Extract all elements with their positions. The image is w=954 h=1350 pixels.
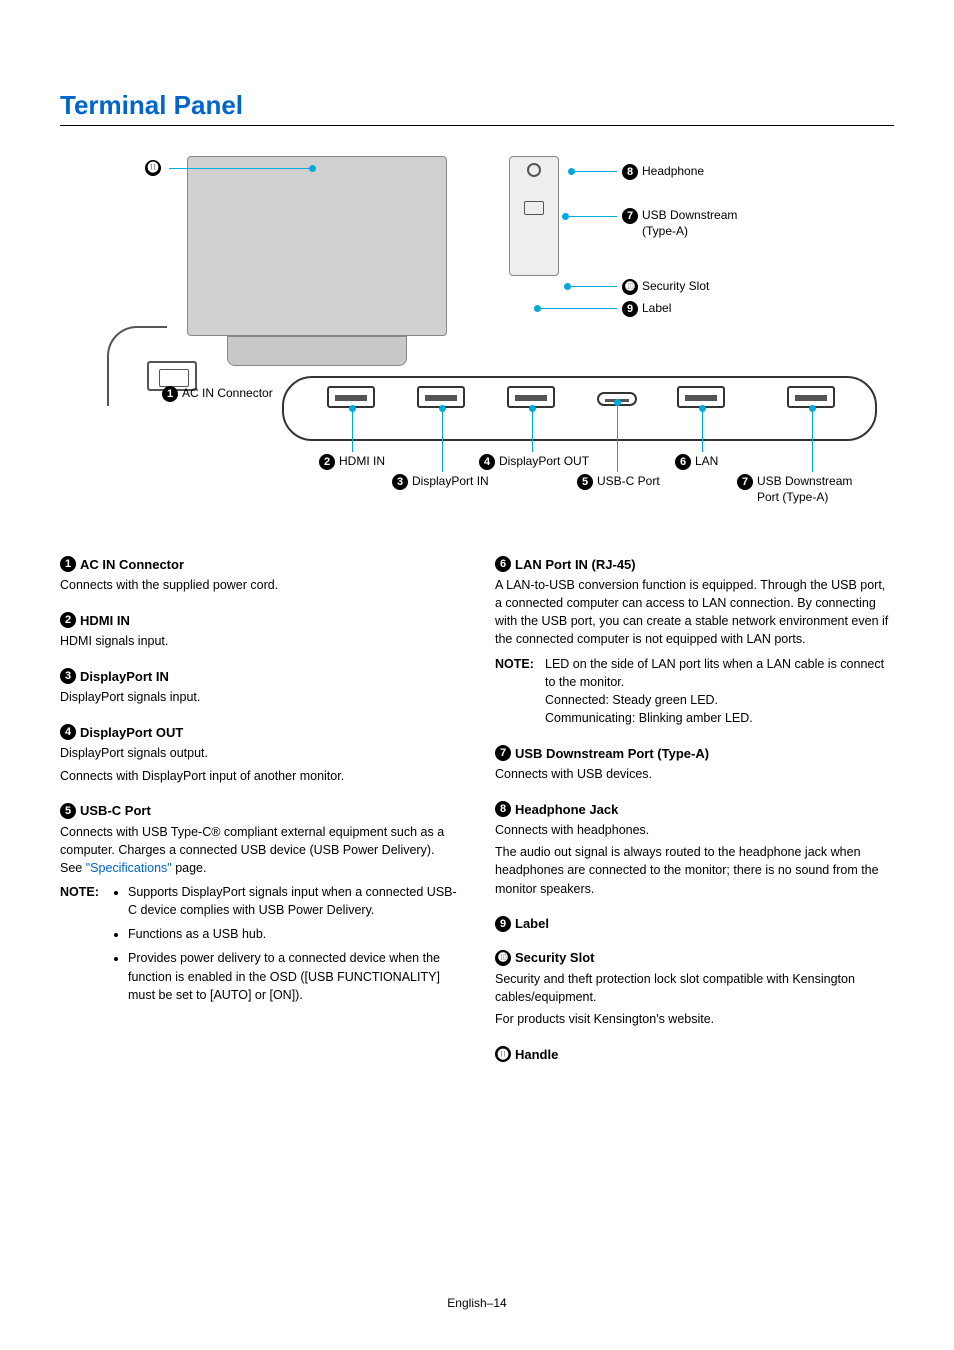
item-usb-c-port: 5 USB-C Port Connects with USB Type-C® com… [60,803,459,1010]
item-title: Headphone Jack [515,802,618,817]
item-displayport-in: 3 DisplayPort IN DisplayPort signals input… [60,668,459,706]
item-paragraph: Connects with DisplayPort input of anoth… [60,767,459,785]
item-head: 9 Label [495,916,894,932]
item-body: Security and theft protection lock slot … [495,970,894,1028]
note-block: NOTE:LED on the side of LAN port lits wh… [495,655,894,728]
item-title: Label [515,916,549,931]
label-lan: 6LAN [675,454,718,470]
left-column: 1 AC IN Connector Connects with the suppli… [60,556,459,1080]
item-head: 3 DisplayPort IN [60,668,459,684]
item-title: AC IN Connector [80,557,184,572]
item-body: HDMI signals input. [60,632,459,650]
item-usb-downstream-port-type-a-: 7 USB Downstream Port (Type-A) Connects wi… [495,745,894,783]
item-number: 8 [495,801,511,817]
item-paragraph: Security and theft protection lock slot … [495,970,894,1006]
item-head: 6 LAN Port IN (RJ-45) [495,556,894,572]
note-body: LED on the side of LAN port lits when a … [545,655,894,728]
note-body: Supports DisplayPort signals input when … [110,883,459,1010]
item-head: 8 Headphone Jack [495,801,894,817]
item-body: Connects with headphones. The audio out s… [495,821,894,898]
item-head: ⓫ Handle [495,1046,894,1062]
description-columns: 1 AC IN Connector Connects with the suppli… [60,556,894,1080]
item-number: ⓫ [495,1046,511,1062]
item-number: 1 [60,556,76,572]
item-hdmi-in: 2 HDMI IN HDMI signals input. [60,612,459,650]
item-handle: ⓫ Handle [495,1046,894,1062]
item-paragraph: DisplayPort signals output. [60,744,459,762]
item-head: ➓ Security Slot [495,950,894,966]
label-security: ➓Security Slot [622,279,709,295]
item-paragraph: The audio out signal is always routed to… [495,843,894,897]
monitor-back [187,156,447,336]
label-dp-in: 3DisplayPort IN [392,474,489,490]
item-paragraph: HDMI signals input. [60,632,459,650]
item-ac-in-connector: 1 AC IN Connector Connects with the suppli… [60,556,459,594]
item-body: DisplayPort signals input. [60,688,459,706]
item-paragraph: Connects with USB devices. [495,765,894,783]
note-bullet: Functions as a USB hub. [128,925,459,943]
item-displayport-out: 4 DisplayPort OUT DisplayPort signals outp… [60,724,459,784]
item-head: 1 AC IN Connector [60,556,459,572]
label-headphone: 8Headphone [622,164,704,180]
item-head: 7 USB Downstream Port (Type-A) [495,745,894,761]
item-body: Connects with USB Type-C® compliant exte… [60,823,459,877]
item-paragraph: A LAN-to-USB conversion function is equi… [495,576,894,649]
item-number: 4 [60,724,76,740]
item-title: LAN Port IN (RJ-45) [515,557,636,572]
item-head: 4 DisplayPort OUT [60,724,459,740]
label-label: 9Label [622,301,671,317]
item-body: DisplayPort signals output. Connects with… [60,744,459,784]
item-body: Connects with USB devices. [495,765,894,783]
item-paragraph: Connects with USB Type-C® compliant exte… [60,823,459,877]
item-body: Connects with the supplied power cord. [60,576,459,594]
monitor-stand [227,336,407,366]
item-number: 6 [495,556,511,572]
item-lan-port-in-rj-45-: 6 LAN Port IN (RJ-45) A LAN-to-USB convers… [495,556,894,727]
item-paragraph: DisplayPort signals input. [60,688,459,706]
item-number: 9 [495,916,511,932]
item-title: USB Downstream Port (Type-A) [515,746,709,761]
item-head: 2 HDMI IN [60,612,459,628]
item-number: ➓ [495,950,511,966]
right-column: 6 LAN Port IN (RJ-45) A LAN-to-USB convers… [495,556,894,1080]
item-title: Security Slot [515,950,594,965]
label-usb-down-side: 7USB Downstream(Type-A) [622,208,737,239]
item-title: USB-C Port [80,803,151,818]
item-paragraph: Connects with the supplied power cord. [60,576,459,594]
item-number: 2 [60,612,76,628]
item-body: A LAN-to-USB conversion function is equi… [495,576,894,649]
item-headphone-jack: 8 Headphone Jack Connects with headphones.… [495,801,894,898]
page-footer: English–14 [0,1296,954,1310]
usb-a-side-icon [524,201,544,215]
item-label: 9 Label [495,916,894,932]
item-paragraph: For products visit Kensington's website. [495,1010,894,1028]
headphone-jack-icon [527,163,541,177]
note-bullet: Supports DisplayPort signals input when … [128,883,459,919]
note-label: NOTE: [495,655,545,728]
label-handle: ⓫ [145,160,165,176]
label-dp-out: 4DisplayPort OUT [479,454,589,470]
label-hdmi: 2HDMI IN [319,454,385,470]
terminal-diagram: ⓫ 8Headphone 7USB Downstream(Type-A) ➓Se… [67,146,887,526]
label-usbc: 5USB-C Port [577,474,660,490]
label-usb-down-strip: 7USB DownstreamPort (Type-A) [737,474,852,505]
item-number: 3 [60,668,76,684]
item-head: 5 USB-C Port [60,803,459,819]
side-panel [509,156,559,276]
page-title: Terminal Panel [60,90,894,126]
item-security-slot: ➓ Security Slot Security and theft protect… [495,950,894,1028]
item-paragraph: Connects with headphones. [495,821,894,839]
item-title: DisplayPort IN [80,669,169,684]
item-number: 7 [495,745,511,761]
item-title: HDMI IN [80,613,130,628]
note-bullet: Provides power delivery to a connected d… [128,949,459,1003]
label-ac: 1AC IN Connector [162,386,273,402]
item-title: Handle [515,1047,558,1062]
note-block: NOTE: Supports DisplayPort signals input … [60,883,459,1010]
note-label: NOTE: [60,883,110,1010]
item-number: 5 [60,803,76,819]
item-title: DisplayPort OUT [80,725,183,740]
